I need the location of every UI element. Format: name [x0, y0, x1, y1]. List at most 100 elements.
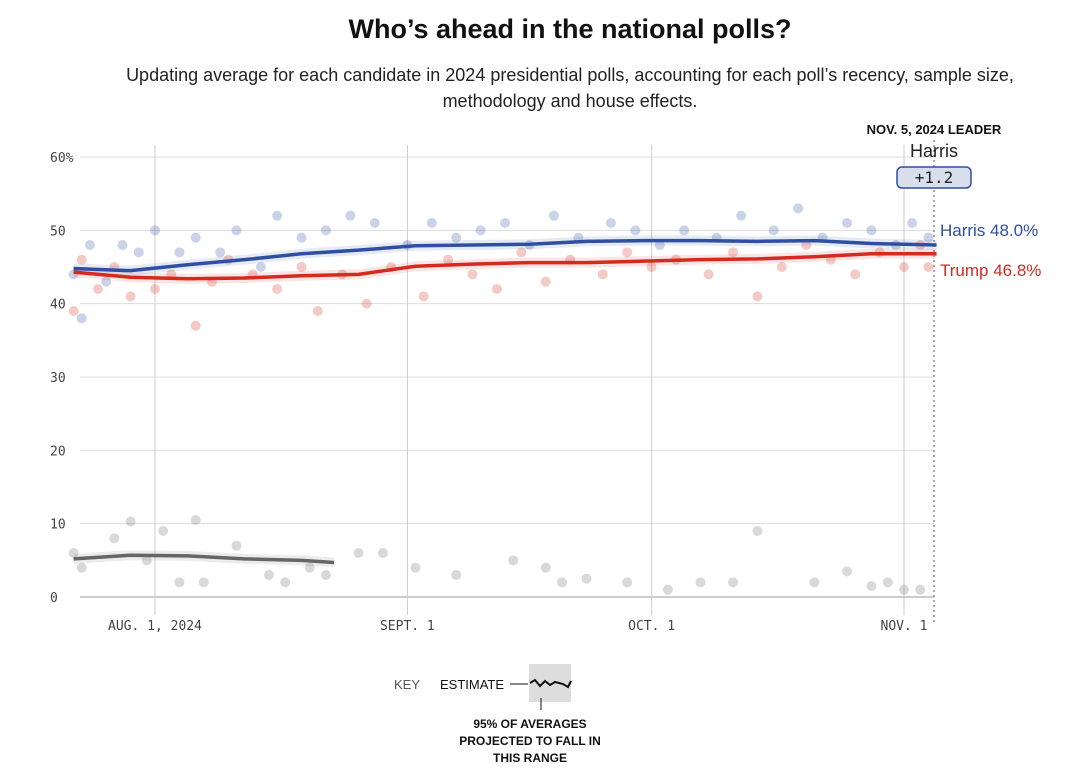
- y-tick-label: 50: [50, 224, 66, 239]
- axis-labels: 60% 50 40 30 20 10 0 AUG. 1, 2024 SEPT. 1 OCT. 1 N…: [50, 151, 927, 634]
- leader-margin-box: [896, 166, 972, 189]
- poll-dot: [369, 218, 380, 228]
- poll-dot: [133, 247, 144, 258]
- poll-dot: [907, 218, 918, 228]
- poll-dot: [190, 320, 201, 331]
- poll-dot: [793, 203, 804, 214]
- leader-heading: NOV. 5, 2024 LEADER: [867, 122, 1002, 137]
- poll-dot: [418, 291, 429, 302]
- poll-dot: [190, 515, 201, 525]
- key-range-note: 95% OF AVERAGES: [473, 717, 586, 731]
- poll-dot: [842, 218, 853, 228]
- poll-dot: [272, 284, 283, 294]
- leader-margin: +1.2: [915, 168, 954, 187]
- poll-dot: [198, 577, 209, 588]
- poll-dot: [548, 210, 559, 221]
- poll-dot: [728, 247, 739, 258]
- key-estimate-label: ESTIMATE: [440, 677, 504, 692]
- poll-dot: [491, 284, 502, 294]
- y-tick-label: 30: [50, 371, 66, 386]
- poll-dot: [377, 548, 388, 558]
- poll-dot: [345, 210, 356, 221]
- key-label: KEY: [394, 677, 420, 692]
- poll-dot: [850, 269, 861, 280]
- poll-dot: [296, 262, 307, 272]
- y-tick-label: 0: [50, 591, 58, 606]
- poll-dot: [296, 232, 307, 243]
- poll-dot: [443, 254, 454, 265]
- poll-dot: [516, 247, 527, 258]
- poll-dot: [467, 269, 478, 280]
- poll-dot: [280, 577, 291, 588]
- key-range-band: [529, 664, 571, 702]
- poll-dot: [630, 225, 641, 236]
- poll-dot: [158, 526, 169, 536]
- poll-dot: [190, 232, 201, 243]
- poll-dot: [174, 577, 185, 588]
- key: KEY ESTIMATE 95% OF AVERAGES PROJECTED T…: [394, 664, 601, 765]
- poll-dot: [809, 577, 820, 588]
- poll-dot: [915, 584, 926, 595]
- poll-dot: [150, 284, 160, 294]
- poll-dot: [923, 262, 934, 272]
- poll-dot: [557, 577, 568, 588]
- poll-dot: [215, 247, 226, 258]
- poll-dot: [101, 276, 112, 287]
- poll-dot: [540, 276, 551, 287]
- leader-name: Harris: [910, 141, 958, 161]
- x-tick-label: AUG. 1, 2024: [108, 619, 202, 634]
- poll-dot: [320, 570, 331, 580]
- y-tick-label: 10: [50, 518, 66, 533]
- poll-dot: [451, 570, 462, 580]
- poll-dot: [174, 247, 185, 258]
- poll-dot: [866, 225, 877, 236]
- key-range-note: PROJECTED TO FALL IN: [459, 734, 601, 748]
- poll-dot: [76, 254, 87, 265]
- poll-dot: [736, 210, 747, 221]
- poll-dot: [125, 516, 136, 527]
- poll-dot: [882, 577, 893, 588]
- trend-lines: [73, 238, 937, 565]
- poll-dot: [605, 218, 616, 228]
- poll-dot: [508, 555, 519, 566]
- chart-subtitle: Updating average for each candidate in 2…: [126, 65, 1014, 111]
- poll-dot: [662, 584, 673, 595]
- poll-dot: [923, 232, 934, 243]
- poll-dot: [141, 555, 152, 566]
- poll-dot: [752, 526, 763, 536]
- poll-dot: [361, 298, 372, 309]
- poll-dot: [703, 269, 714, 280]
- poll-dot: [93, 284, 104, 294]
- poll-dots: [68, 203, 934, 595]
- x-tick-label: NOV. 1: [881, 619, 928, 634]
- poll-dot: [622, 247, 633, 258]
- poll-dot: [899, 262, 909, 272]
- poll-dot: [410, 562, 421, 573]
- key-estimate-line: [529, 678, 572, 689]
- poll-dot: [263, 570, 274, 580]
- y-tick-label: 40: [50, 298, 66, 313]
- key-range-note: THIS RANGE: [493, 751, 567, 765]
- confidence-band: [73, 235, 937, 276]
- poll-dot: [899, 584, 909, 595]
- y-tick-label: 20: [50, 444, 66, 459]
- poll-dot: [776, 262, 787, 272]
- poll-dot: [304, 562, 315, 573]
- confidence-bands: [73, 235, 937, 568]
- poll-dot: [728, 577, 739, 588]
- poll-dot: [475, 225, 486, 236]
- poll-dot: [801, 240, 812, 250]
- poll-dot: [500, 218, 511, 228]
- poll-dot: [76, 313, 87, 324]
- trend-line: [73, 252, 937, 281]
- x-tick-label: SEPT. 1: [380, 619, 435, 634]
- poll-dot: [353, 548, 364, 558]
- poll-dot: [76, 562, 87, 573]
- poll-dot: [752, 291, 763, 302]
- poll-dot: [622, 577, 633, 588]
- poll-dot: [540, 562, 551, 573]
- trend-line: [73, 553, 335, 565]
- poll-dot: [426, 218, 437, 228]
- poll-dot: [68, 548, 79, 558]
